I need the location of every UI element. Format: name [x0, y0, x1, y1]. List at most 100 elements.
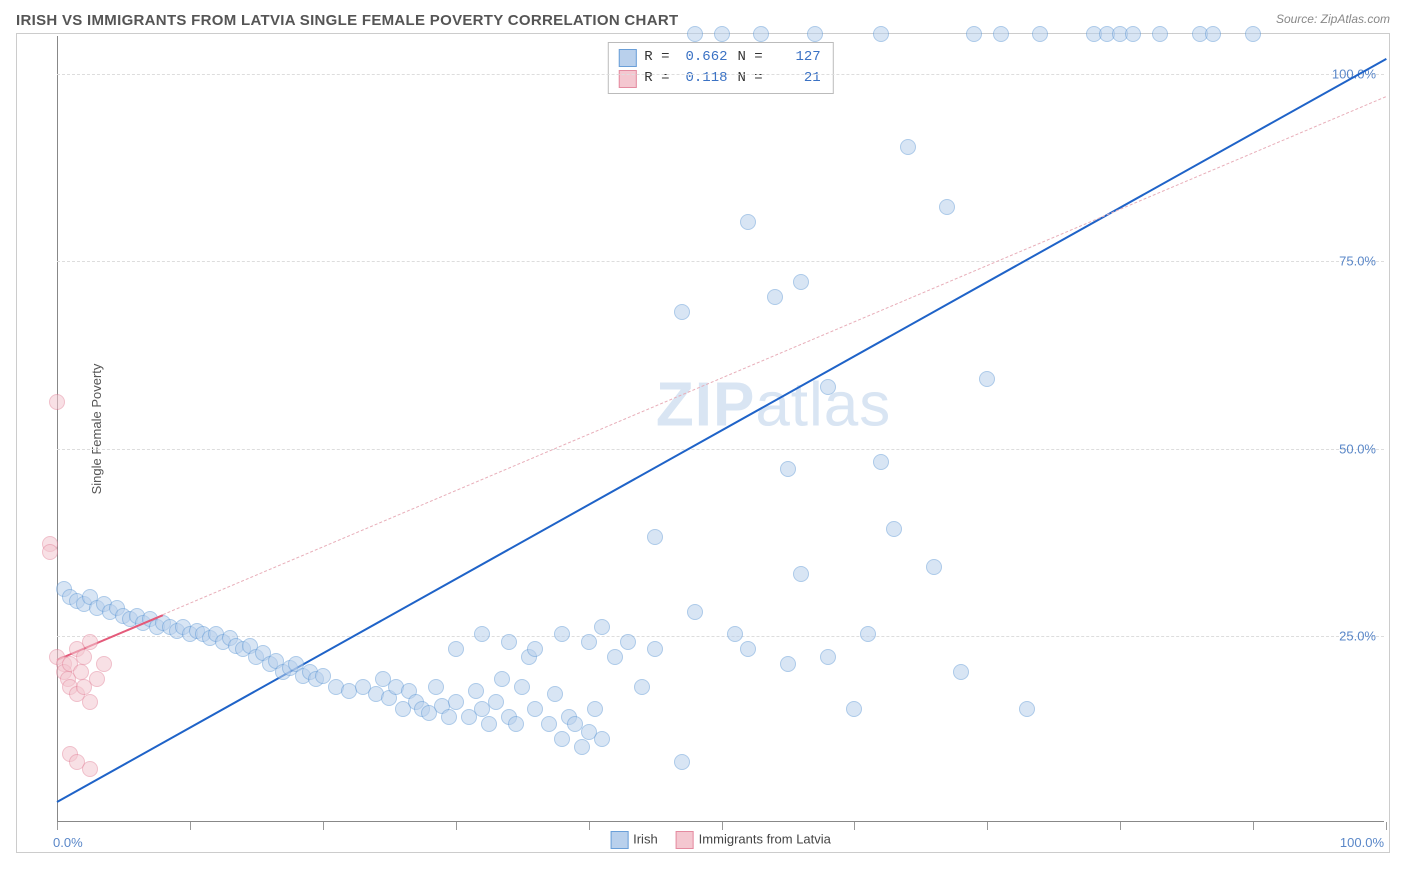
source-label: Source: ZipAtlas.com [1276, 12, 1390, 26]
data-point [647, 641, 663, 657]
x-tick [190, 822, 191, 830]
data-point [587, 701, 603, 717]
data-point [73, 664, 89, 680]
legend-swatch [610, 831, 628, 849]
x-tick [57, 822, 58, 830]
legend-label: Irish [633, 831, 658, 846]
x-axis-line [57, 821, 1384, 822]
data-point [488, 694, 504, 710]
legend-item: Irish [610, 831, 658, 849]
data-point [780, 656, 796, 672]
data-point [594, 731, 610, 747]
x-tick [1253, 822, 1254, 830]
data-point [76, 649, 92, 665]
data-point [674, 304, 690, 320]
data-point [514, 679, 530, 695]
data-point [886, 521, 902, 537]
data-point [428, 679, 444, 695]
data-point [541, 716, 557, 732]
data-point [727, 626, 743, 642]
data-point [873, 26, 889, 42]
data-point [953, 664, 969, 680]
data-point [441, 709, 457, 725]
chart-container: Single Female Poverty ZIPatlas R = 0.662 N… [16, 33, 1390, 853]
data-point [1245, 26, 1261, 42]
data-point [89, 671, 105, 687]
data-point [966, 26, 982, 42]
stats-n-value: 21 [771, 68, 823, 89]
data-point [939, 199, 955, 215]
data-point [687, 26, 703, 42]
data-point [594, 619, 610, 635]
data-point [740, 214, 756, 230]
stats-swatch [618, 70, 636, 88]
data-point [820, 649, 836, 665]
data-point [926, 559, 942, 575]
data-point [714, 26, 730, 42]
x-tick [589, 822, 590, 830]
x-axis-max-label: 100.0% [1340, 835, 1384, 850]
y-tick-label: 25.0% [1339, 629, 1376, 644]
plot-area: Single Female Poverty ZIPatlas R = 0.662 N… [57, 36, 1384, 822]
data-point [1205, 26, 1221, 42]
data-point [82, 694, 98, 710]
stats-r-label: R = [644, 47, 669, 68]
data-point [873, 454, 889, 470]
gridline [57, 449, 1384, 450]
stats-row: R =0.662N =127 [618, 47, 822, 68]
gridline [57, 74, 1384, 75]
data-point [1152, 26, 1168, 42]
data-point [979, 371, 995, 387]
data-point [647, 529, 663, 545]
x-tick [456, 822, 457, 830]
data-point [82, 761, 98, 777]
stats-r-label: R = [644, 68, 669, 89]
legend-swatch [676, 831, 694, 849]
x-tick [1120, 822, 1121, 830]
data-point [607, 649, 623, 665]
stats-row: R = 0.118 N = 21 [618, 68, 822, 89]
data-point [740, 641, 756, 657]
data-point [767, 289, 783, 305]
data-point [634, 679, 650, 695]
data-point [315, 668, 331, 684]
y-axis-label: Single Female Poverty [89, 364, 104, 495]
data-point [1032, 26, 1048, 42]
stats-box: R =0.662N =127R =0.118N =21 [607, 42, 833, 94]
stats-n-label: N = [738, 68, 763, 89]
data-point [508, 716, 524, 732]
legend-item: Immigrants from Latvia [676, 831, 831, 849]
data-point [1125, 26, 1141, 42]
stats-r-value: 0.662 [678, 47, 730, 68]
data-point [860, 626, 876, 642]
trend-line [57, 96, 1386, 660]
legend-label: Immigrants from Latvia [699, 831, 831, 846]
legend: Irish Immigrants from Latvia [610, 831, 831, 849]
data-point [527, 641, 543, 657]
data-point [820, 379, 836, 395]
data-point [620, 634, 636, 650]
gridline [57, 636, 1384, 637]
data-point [468, 683, 484, 699]
trend-line [57, 59, 1387, 804]
data-point [807, 26, 823, 42]
x-tick [854, 822, 855, 830]
x-axis-min-label: 0.0% [53, 835, 83, 850]
data-point [674, 754, 690, 770]
data-point [448, 641, 464, 657]
x-tick [987, 822, 988, 830]
data-point [82, 634, 98, 650]
data-point [501, 634, 517, 650]
data-point [547, 686, 563, 702]
stats-r-value: 0.118 [678, 68, 730, 89]
data-point [900, 139, 916, 155]
data-point [474, 626, 490, 642]
data-point [49, 394, 65, 410]
data-point [581, 634, 597, 650]
data-point [96, 656, 112, 672]
data-point [846, 701, 862, 717]
data-point [780, 461, 796, 477]
x-tick [722, 822, 723, 830]
gridline [57, 261, 1384, 262]
watermark: ZIPatlas [656, 370, 891, 441]
